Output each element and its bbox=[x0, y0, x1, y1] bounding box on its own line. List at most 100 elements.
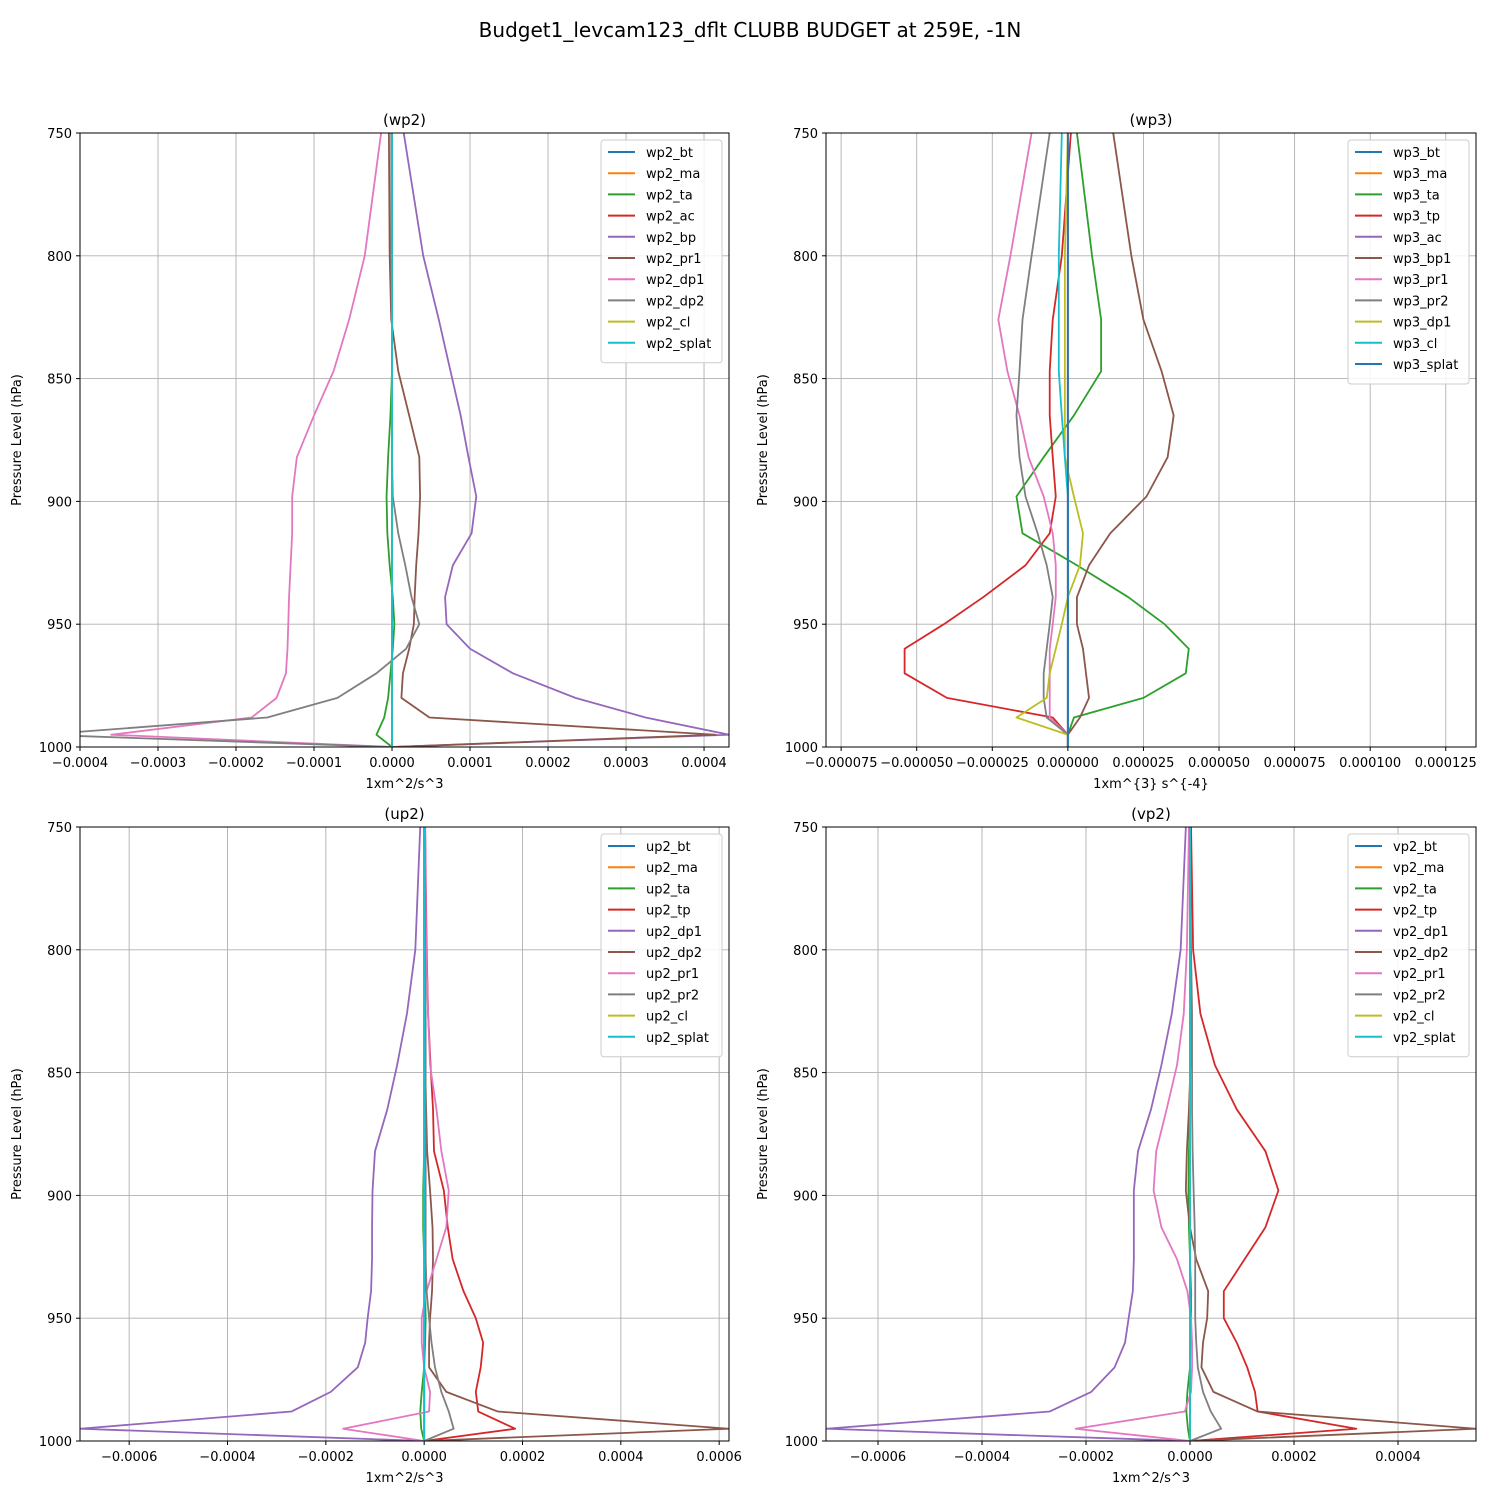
legend: wp3_bt wp3_ma wp3_ta wp3_tp wp3_ac wp3_bp1 wp3… bbox=[1347, 139, 1470, 385]
legend: vp2_bt vp2_ma vp2_ta vp2_tp vp2_dp1 vp2_dp2vp… bbox=[1347, 833, 1470, 1058]
series-line-wp3_ta bbox=[1015, 133, 1190, 747]
legend-label: wp3_ta bbox=[1393, 188, 1440, 203]
x-tick-label: −0.0002 bbox=[1058, 1450, 1114, 1465]
x-tick-label: 0.0000 bbox=[1167, 1450, 1213, 1465]
y-tick-label: 850 bbox=[47, 373, 72, 388]
x-tick-label: 0.000125 bbox=[1415, 756, 1477, 771]
series-group bbox=[80, 133, 729, 747]
y-tick-label: 800 bbox=[793, 944, 818, 959]
series-group bbox=[903, 133, 1190, 747]
legend-box bbox=[600, 139, 723, 364]
y-tick-label: 750 bbox=[47, 127, 72, 142]
x-tick-label: 0.0006 bbox=[696, 1450, 742, 1465]
legend-label: wp2_splat bbox=[646, 337, 711, 352]
legend-label: wp2_bt bbox=[646, 146, 693, 161]
legend-label: up2_pr2 bbox=[646, 988, 699, 1003]
x-tick-label: 0.0003 bbox=[603, 756, 649, 771]
x-tick-label: −0.0006 bbox=[850, 1450, 906, 1465]
x-tick-label: 0.0004 bbox=[681, 756, 727, 771]
x-tick-label: −0.0004 bbox=[954, 1450, 1010, 1465]
x-tick-label: −0.0002 bbox=[208, 756, 264, 771]
y-tick-label: 850 bbox=[793, 373, 818, 388]
x-tick-label: 0.000075 bbox=[1264, 756, 1326, 771]
x-tick-label: −0.0004 bbox=[52, 756, 108, 771]
legend-label: up2_bt bbox=[646, 840, 691, 855]
legend-label: vp2_pr1 bbox=[1393, 967, 1446, 982]
x-tick-label: −0.000025 bbox=[956, 756, 1029, 771]
x-tick-label: −0.0001 bbox=[286, 756, 342, 771]
x-axis-label: 1xm^2/s^3 bbox=[1112, 1471, 1190, 1486]
legend-label: wp3_ma bbox=[1393, 167, 1447, 182]
series-line-vp2_tp bbox=[1189, 827, 1358, 1441]
legend-label: up2_tp bbox=[646, 904, 691, 919]
y-tick-label: 1000 bbox=[39, 741, 72, 756]
legend-box bbox=[600, 833, 723, 1058]
x-tick-label: −0.000075 bbox=[805, 756, 878, 771]
legend-label: up2_splat bbox=[646, 1031, 709, 1046]
legend-label: vp2_pr2 bbox=[1393, 988, 1446, 1003]
legend-label: vp2_tp bbox=[1393, 904, 1437, 919]
legend-box bbox=[1347, 833, 1470, 1058]
legend-label: up2_pr1 bbox=[646, 967, 699, 982]
series-line-vp2_dp1 bbox=[826, 827, 1191, 1441]
series-line-wp3_tp bbox=[903, 133, 1072, 747]
subplot-title: (vp2) bbox=[1131, 805, 1171, 823]
subplot-title: (wp2) bbox=[383, 111, 426, 129]
y-tick-label: 800 bbox=[47, 944, 72, 959]
y-tick-label: 950 bbox=[47, 1312, 72, 1327]
x-tick-label: −0.000050 bbox=[880, 756, 953, 771]
y-axis-label: Pressure Level (hPa) bbox=[756, 374, 771, 506]
series-line-vp2_pr1 bbox=[1074, 827, 1193, 1441]
x-axis-label: 1xm^2/s^3 bbox=[365, 1471, 443, 1486]
y-tick-label: 1000 bbox=[785, 741, 818, 756]
axes-frame bbox=[825, 132, 1477, 748]
legend-label: wp3_cl bbox=[1393, 337, 1437, 352]
y-tick-label: 900 bbox=[47, 495, 72, 510]
legend: up2_bt up2_ma up2_ta up2_tp up2_dp1 up2_dp2up… bbox=[600, 833, 723, 1058]
legend-label: vp2_cl bbox=[1393, 1010, 1434, 1025]
series-line-wp2_pr1 bbox=[388, 133, 717, 747]
x-tick-label: −0.0004 bbox=[199, 1450, 255, 1465]
x-tick-label: 0.000050 bbox=[1188, 756, 1250, 771]
legend-label: up2_dp2 bbox=[646, 946, 702, 961]
y-tick-label: 950 bbox=[47, 618, 72, 633]
legend-label: vp2_ma bbox=[1393, 861, 1444, 876]
y-tick-label: 1000 bbox=[785, 1435, 818, 1450]
x-tick-label: 0.0004 bbox=[598, 1450, 644, 1465]
legend-label: vp2_dp2 bbox=[1393, 946, 1449, 961]
x-tick-label: 0.0000 bbox=[369, 756, 415, 771]
legend-label: wp2_dp2 bbox=[646, 294, 704, 309]
x-tick-label: 0.0002 bbox=[1271, 1450, 1317, 1465]
y-tick-label: 950 bbox=[793, 618, 818, 633]
subplot-0: −0.0004 −0.0003 −0.0002 −0.0001 0.0000 0.0001… bbox=[10, 111, 730, 792]
x-tick-label: 0.000000 bbox=[1037, 756, 1099, 771]
y-tick-label: 950 bbox=[793, 1312, 818, 1327]
subplot-3: −0.0006 −0.0004 −0.0002 0.0000 0.0002 0.0004 7… bbox=[756, 805, 1477, 1486]
x-tick-label: 0.0002 bbox=[500, 1450, 546, 1465]
x-tick-label: −0.0006 bbox=[101, 1450, 157, 1465]
legend-label: wp2_cl bbox=[646, 316, 690, 331]
legend-label: wp3_splat bbox=[1393, 358, 1458, 373]
legend-label: wp3_pr2 bbox=[1393, 294, 1449, 309]
legend-label: vp2_ta bbox=[1393, 882, 1437, 897]
y-tick-label: 900 bbox=[793, 1189, 818, 1204]
legend-label: wp3_tp bbox=[1393, 210, 1440, 225]
x-axis-label: 1xm^{3} s^{-4} bbox=[1093, 777, 1209, 792]
y-axis-label: Pressure Level (hPa) bbox=[10, 374, 25, 506]
x-tick-label: −0.0002 bbox=[298, 1450, 354, 1465]
x-tick-label: 0.0002 bbox=[525, 756, 571, 771]
legend-label: wp3_bp1 bbox=[1393, 252, 1451, 267]
legend-label: up2_ma bbox=[646, 861, 698, 876]
y-tick-label: 750 bbox=[793, 127, 818, 142]
legend-box bbox=[1347, 139, 1470, 385]
subplot-1: −0.000075 −0.000050 −0.000025 0.000000 0.000… bbox=[756, 111, 1477, 792]
subplot-title: (wp3) bbox=[1129, 111, 1172, 129]
series-line-wp3_bp1 bbox=[1066, 133, 1175, 747]
legend-label: wp3_dp1 bbox=[1393, 316, 1451, 331]
legend-label: wp2_bp bbox=[646, 231, 696, 246]
legend-label: wp2_pr1 bbox=[646, 252, 702, 267]
series-line-vp2_pr2 bbox=[1189, 827, 1223, 1441]
series-line-up2_pr2 bbox=[423, 827, 455, 1441]
figure-title: Budget1_levcam123_dflt CLUBB BUDGET at 2… bbox=[479, 18, 1022, 42]
x-tick-label: −0.0003 bbox=[130, 756, 186, 771]
